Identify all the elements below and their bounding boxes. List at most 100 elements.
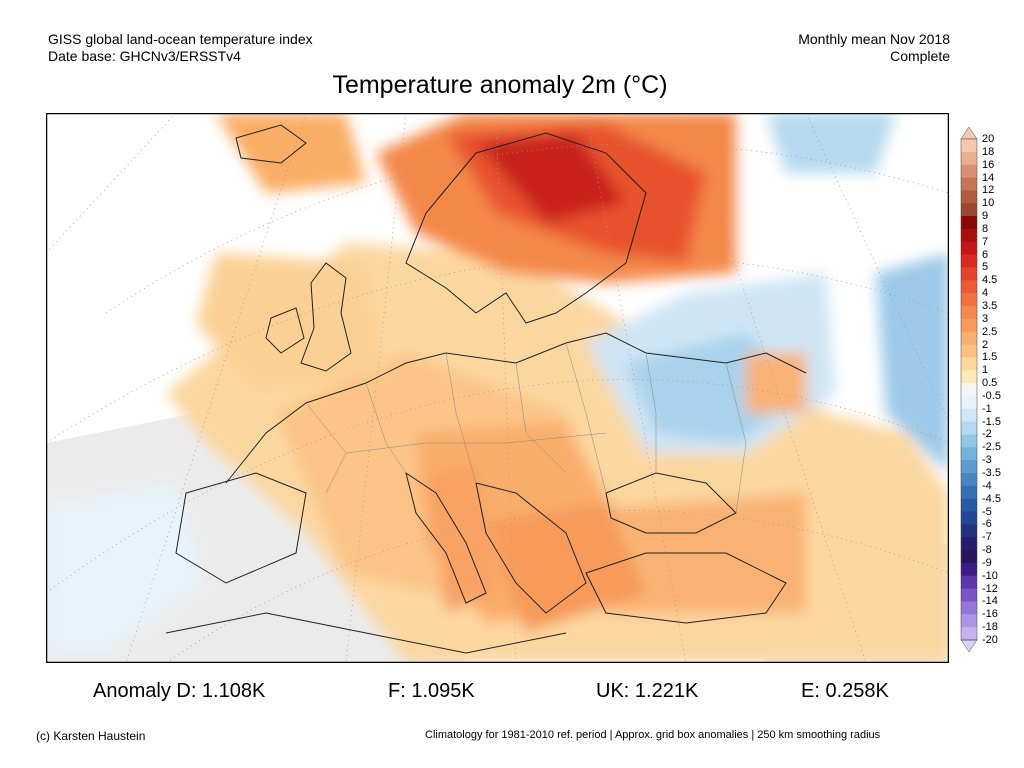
colorbar-swatch — [961, 550, 977, 564]
colorbar-label: -4 — [982, 479, 992, 492]
coast-balkans — [475, 482, 587, 614]
colorbar-swatch — [961, 498, 977, 513]
colorbar-swatch — [961, 344, 977, 358]
anomaly-asia-cool — [876, 253, 949, 473]
colorbar-label: -12 — [982, 582, 998, 595]
colorbar-label: 7 — [982, 235, 989, 248]
colorbar-label: 9 — [982, 210, 989, 223]
anomaly-e-value: E: 0.258K — [801, 680, 889, 702]
map-title: Temperature anomaly 2m (°C) — [332, 71, 668, 99]
colorbar-swatch — [961, 164, 977, 179]
colorbar-swatch — [961, 383, 977, 397]
coast-scandinavia — [405, 132, 647, 324]
colorbar-swatch — [961, 562, 977, 577]
colorbar-swatch — [961, 267, 977, 281]
colorbar-label: -7 — [982, 531, 992, 544]
colorbar-swatch — [961, 408, 977, 423]
header-left: GISS global land-ocean temperature index… — [48, 31, 313, 65]
colorbar-swatch — [961, 177, 977, 191]
anomaly-iberia-cool — [46, 483, 206, 653]
colorbar-label: 1.5 — [982, 351, 998, 364]
anomaly-arctic-cool — [766, 113, 896, 173]
colorbar-swatch — [961, 524, 977, 538]
colorbar-swatch — [961, 460, 977, 474]
colorbar-label: 1 — [982, 364, 989, 377]
colorbar-label: 0.5 — [982, 377, 998, 390]
colorbar-label: -18 — [982, 621, 998, 634]
colorbar-label: 5 — [982, 261, 989, 274]
colorbar-swatch — [961, 357, 977, 371]
climatology-note: Climatology for 1981-2010 ref. period | … — [425, 729, 881, 741]
colorbar-swatch — [961, 331, 977, 346]
colorbar-label: 12 — [982, 184, 995, 197]
map-frame — [46, 113, 949, 663]
colorbar-label: -0.5 — [982, 389, 1001, 402]
anomaly-f-value: F: 1.095K — [388, 680, 475, 702]
graticule — [46, 113, 949, 663]
anomaly-uk-value: UK: 1.221K — [596, 680, 699, 702]
anomaly-kola-peak — [476, 133, 626, 223]
data-base-label: Date base: GHCNv3/ERSSTv4 — [48, 48, 241, 64]
coast-italy — [405, 471, 487, 604]
colorbar-swatch — [961, 537, 977, 551]
colorbar-label: -9 — [982, 556, 992, 569]
colorbar-label: -1 — [982, 402, 992, 415]
colorbar-swatch — [961, 151, 977, 166]
coast-africa — [165, 612, 567, 654]
colorbar-swatch — [961, 254, 977, 268]
colorbar-swatch — [961, 511, 977, 525]
anomaly-map — [46, 113, 949, 663]
colorbar-swatch — [961, 370, 977, 384]
coast-iberia — [175, 472, 307, 584]
status-label: Complete — [890, 48, 950, 64]
colorbar-label: -14 — [982, 595, 998, 608]
colorbar-swatch — [961, 614, 977, 628]
colorbar-label: -10 — [982, 569, 998, 582]
colorbar-swatch — [961, 485, 977, 500]
colorbar-swatch — [961, 473, 977, 487]
coast-ireland — [265, 307, 305, 354]
colorbar-swatch — [961, 318, 977, 333]
colorbar-swatch — [961, 575, 977, 590]
header-right: Monthly mean Nov 2018 Complete — [798, 31, 950, 65]
colorbar-label: 6 — [982, 248, 989, 261]
colorbar-swatch — [961, 627, 977, 641]
colorbar-swatch — [961, 306, 977, 320]
anomaly-britain — [196, 253, 386, 393]
colorbar-swatch — [961, 447, 977, 461]
anomaly-greece-3 — [486, 503, 646, 633]
colorbar-label: 4 — [982, 287, 989, 300]
anomaly-caspian-warm — [746, 353, 806, 413]
colorbar-swatch — [961, 601, 977, 615]
colorbar-swatch — [961, 139, 977, 153]
colorbar-label: -2 — [982, 428, 992, 441]
colorbar-label: -1.5 — [982, 415, 1001, 428]
colorbar-label: -6 — [982, 518, 992, 531]
colorbar-swatch — [961, 203, 977, 217]
colorbar-swatch — [961, 280, 977, 294]
dataset-label: GISS global land-ocean temperature index — [48, 31, 313, 47]
colorbar-swatch — [961, 588, 977, 602]
colorbar — [960, 127, 978, 652]
colorbar-label: -20 — [982, 634, 998, 646]
coast-turkey — [585, 552, 787, 624]
colorbar-label: 10 — [982, 197, 995, 210]
anomaly-d-value: Anomaly D: 1.108K — [93, 680, 266, 702]
colorbar-label: -2.5 — [982, 441, 1001, 454]
colorbar-label: 8 — [982, 222, 989, 235]
colorbar-swatch — [961, 241, 977, 256]
coast-black-sea — [605, 472, 737, 534]
colorbar-label: -4.5 — [982, 492, 1001, 505]
colorbar-label: 20 — [982, 133, 995, 145]
colorbar-label: 18 — [982, 145, 995, 158]
coast-britain — [300, 262, 352, 372]
colorbar-swatch — [961, 434, 977, 448]
period-label: Monthly mean Nov 2018 — [798, 31, 950, 47]
colorbar-arrow-bottom — [960, 639, 978, 652]
colorbar-label: 16 — [982, 158, 995, 171]
colorbar-label: 4.5 — [982, 274, 998, 287]
colorbar-frame — [960, 138, 978, 641]
colorbar-label: -3 — [982, 454, 992, 467]
colorbar-label: -3.5 — [982, 467, 1001, 479]
colorbar-label: 3.5 — [982, 300, 998, 312]
